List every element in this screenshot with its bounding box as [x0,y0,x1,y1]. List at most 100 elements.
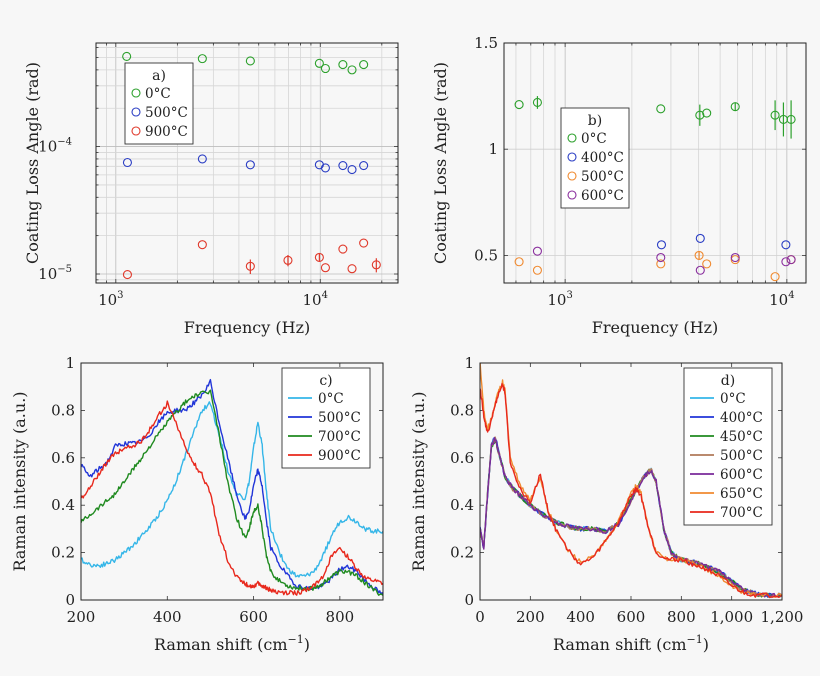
data-point [532,97,542,108]
y-axis-label: Raman intensity (a.u.) [409,391,428,571]
series-500°C [122,154,369,175]
data-marks [480,363,782,599]
series-0°C [514,96,796,139]
legend-label: 650°C [720,486,763,502]
data-point [197,240,207,250]
data-point [245,160,255,170]
x-tick-label: 103 [98,290,123,309]
x-axis-label: Raman shift (cm−1) [553,633,709,654]
legend: d) 0°C 400°C 450°C 500°C 600°C 650°C 700°C [683,367,773,526]
data-point [245,56,255,66]
x-axis-label-end: ) [703,635,709,654]
legend-label: 500°C [318,410,361,426]
data-point [359,238,369,248]
data-point [656,259,666,269]
x-tick-label: 600 [617,608,646,626]
legend-label: 700°C [318,429,361,445]
data-point [338,244,348,254]
x-axis-label-end: ) [304,635,310,654]
legend-title: a) [152,68,166,84]
data-point [781,240,791,250]
data-point [320,263,330,273]
legend-label: 700°C [720,505,763,521]
legend-box [281,367,371,469]
data-point [347,264,357,274]
legend-label: 0°C [145,86,171,102]
series-line-900°C [81,400,383,596]
data-point [656,252,666,263]
y-tick-label: 0 [464,591,474,609]
y-axis-label: Coating Loss Angle (rad) [431,62,450,264]
legend-label: 500°C [581,169,624,185]
data-point [197,154,207,164]
legend: c) 0°C 500°C 700°C 900°C [281,367,371,469]
x-axis-label: Frequency (Hz) [592,318,719,337]
series-500°C [514,250,796,282]
y-tick-label: 0.8 [450,401,474,419]
x-axis-label-exponent: −1 [288,633,304,646]
x-tick-label-exponent: 4 [322,290,328,301]
x-tick-label: 400 [566,608,595,626]
series-400°C [656,233,791,250]
data-point [532,246,542,256]
data-point [314,252,324,262]
panel-d-raman-chart: 0 200 400 600 800 1,000 1,200 0 0.2 0.4 0.6 0.8 1 Ram… [409,354,803,654]
legend-label: 0°C [318,391,344,407]
data-point [695,110,705,120]
legend-label: 500°C [720,448,763,464]
y-tick-label: 0 [65,591,75,609]
x-axis-label: Raman shift (cm−1) [154,633,310,654]
x-tick-label: 200 [516,608,545,626]
series-line-500°C [81,378,383,596]
legend-marker [131,88,141,98]
y-tick-label: 1 [65,354,75,372]
data-point [786,114,796,125]
y-tick-label: 0.4 [51,496,75,514]
legend-marker [131,107,141,117]
y-tick-label: 0.8 [51,401,75,419]
data-point [656,240,667,250]
data-point [283,255,293,265]
x-tick-label: 800 [326,608,355,626]
legend-marker [131,126,141,136]
y-axis-label: Raman intensity (a.u.) [10,391,29,571]
x-tick-label: 800 [667,608,696,626]
plot-frame [503,42,807,284]
legend-marker [567,133,577,143]
series-line-600°C [480,437,782,598]
data-point [245,261,255,271]
data-point [359,160,369,171]
data-point [314,58,324,68]
legend-label: 0°C [581,131,607,147]
data-point [695,265,705,275]
y-tick-label: 0.4 [450,496,474,514]
legend-box [683,367,773,526]
data-point [770,110,780,120]
legend-label: 450°C [720,429,763,445]
series-600°C [532,246,796,275]
legend-marker [567,152,577,162]
plot-area [504,43,806,283]
x-axis-label-exponent: −1 [687,633,703,646]
data-point [730,252,740,263]
data-marks [81,378,383,596]
legend-label: 600°C [720,467,763,483]
series-0°C [122,51,369,75]
x-tick-label: 1,000 [710,608,753,626]
x-axis-label: Frequency (Hz) [184,318,311,337]
legend-label: 900°C [318,448,361,464]
series-900°C [122,238,381,280]
x-tick-label: 200 [67,608,96,626]
plot-frame [95,42,399,284]
x-tick-label-exponent: 3 [117,290,123,301]
y-tick-label: 0.6 [51,449,75,467]
data-point [371,260,381,270]
y-tick-label-exponent: −4 [57,137,72,148]
legend-label: 400°C [720,410,763,426]
legend-label: 900°C [145,124,188,140]
data-point [656,104,666,114]
data-point [514,257,524,267]
data-point [320,163,330,173]
